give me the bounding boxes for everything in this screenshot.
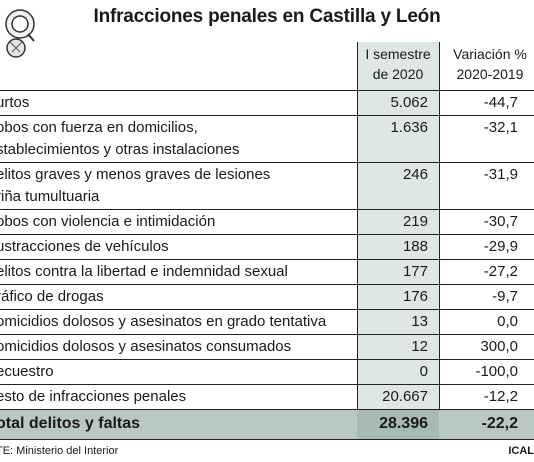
row-divider bbox=[0, 209, 534, 210]
row-divider bbox=[0, 409, 534, 410]
row-divider bbox=[0, 259, 534, 260]
total-variation: -22,2 bbox=[481, 415, 518, 432]
row-divider bbox=[0, 284, 534, 285]
row-label: omicidios dolosos y asesinatos consumado… bbox=[0, 338, 292, 355]
row-variation: -30,7 bbox=[483, 213, 518, 230]
row-label: stablecimientos y otras instalaciones bbox=[0, 141, 240, 158]
row-label: obos con fuerza en domicilios, bbox=[0, 119, 198, 136]
row-divider bbox=[0, 234, 534, 235]
row-value-2020: 177 bbox=[402, 263, 428, 280]
row-variation: -12,2 bbox=[483, 388, 518, 405]
row-variation: -29,9 bbox=[483, 238, 518, 255]
row-value-2020: 20.667 bbox=[382, 388, 428, 405]
row-value-2020: 188 bbox=[402, 238, 428, 255]
row-value-2020: 176 bbox=[402, 288, 428, 305]
header-semester: I semestre de 2020 bbox=[357, 44, 439, 86]
row-value-2020: 5.062 bbox=[390, 94, 428, 111]
row-value-2020: 0 bbox=[419, 363, 428, 380]
row-value-2020: 246 bbox=[402, 166, 428, 183]
row-label: elitos contra la libertad e indemnidad s… bbox=[0, 263, 288, 280]
row-value-2020: 12 bbox=[411, 338, 428, 355]
row-variation: -44,7 bbox=[483, 94, 518, 111]
total-value: 28.396 bbox=[379, 415, 428, 432]
column-divider bbox=[439, 42, 440, 439]
brand-label: ICAL bbox=[508, 445, 534, 457]
row-value-2020: 1.636 bbox=[390, 119, 428, 136]
column-divider bbox=[357, 42, 358, 439]
row-label: urtos bbox=[0, 94, 30, 111]
row-label: esto de infracciones penales bbox=[0, 388, 187, 405]
row-divider bbox=[0, 359, 534, 360]
row-label: riña tumultuaria bbox=[0, 188, 100, 205]
row-variation: -32,1 bbox=[483, 119, 518, 136]
header-divider bbox=[0, 90, 534, 91]
row-divider bbox=[0, 115, 534, 116]
row-label: elitos graves y menos graves de lesiones bbox=[0, 166, 271, 183]
row-variation: 300,0 bbox=[480, 338, 518, 355]
row-value-2020: 13 bbox=[411, 313, 428, 330]
row-variation: -100,0 bbox=[475, 363, 518, 380]
header-variation-line1: Variación % bbox=[453, 46, 527, 62]
row-divider bbox=[0, 309, 534, 310]
header-variation-line2: 2020-2019 bbox=[456, 66, 524, 82]
source-note: TE: Ministerio del Interior bbox=[0, 445, 119, 457]
total-band bbox=[0, 410, 534, 439]
table-bottom-rule bbox=[0, 439, 534, 440]
handcuffs-icon bbox=[5, 9, 35, 58]
row-variation: -31,9 bbox=[483, 166, 518, 183]
total-label: otal delitos y faltas bbox=[0, 415, 141, 432]
chart-title: Infracciones penales en Castilla y León bbox=[93, 6, 441, 27]
row-variation: -27,2 bbox=[483, 263, 518, 280]
header-semester-line2: de 2020 bbox=[372, 66, 424, 82]
value-column-shade bbox=[357, 42, 439, 439]
row-label: obos con violencia e intimidación bbox=[0, 213, 216, 230]
row-divider bbox=[0, 162, 534, 163]
row-divider bbox=[0, 334, 534, 335]
total-value-shade bbox=[357, 410, 439, 439]
header-variation: Variación % 2020-2019 bbox=[446, 44, 534, 86]
row-label: ecuestro bbox=[0, 363, 54, 380]
row-label: ráfico de drogas bbox=[0, 288, 104, 305]
row-value-2020: 219 bbox=[402, 213, 428, 230]
row-label: omicidios dolosos y asesinatos en grado … bbox=[0, 313, 327, 330]
row-variation: -9,7 bbox=[492, 288, 518, 305]
header-semester-line1: I semestre bbox=[365, 46, 431, 62]
row-divider bbox=[0, 384, 534, 385]
row-label: ustracciones de vehículos bbox=[0, 238, 169, 255]
row-variation: 0,0 bbox=[497, 313, 518, 330]
